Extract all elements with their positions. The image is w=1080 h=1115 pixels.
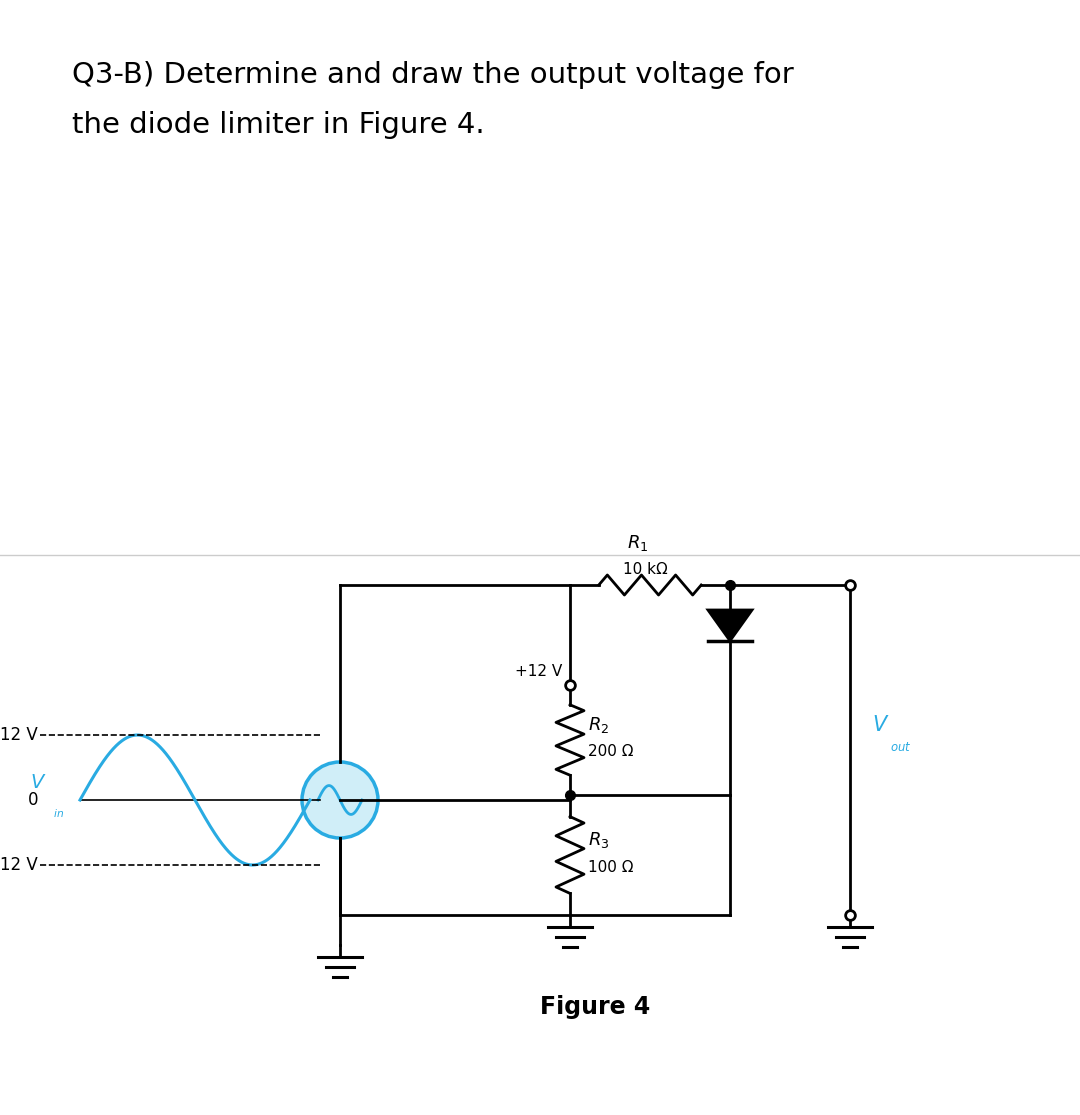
Text: $V$: $V$ xyxy=(872,715,890,735)
Text: +12 V: +12 V xyxy=(0,726,38,744)
Text: 100 Ω: 100 Ω xyxy=(588,860,634,874)
Text: 10 kΩ: 10 kΩ xyxy=(623,562,667,576)
Text: $V$: $V$ xyxy=(30,773,46,792)
Text: Figure 4: Figure 4 xyxy=(540,995,650,1019)
Text: 0: 0 xyxy=(27,791,38,809)
Text: $_{\it out}$: $_{\it out}$ xyxy=(890,736,912,754)
Text: $R_1$: $R_1$ xyxy=(627,533,649,553)
Text: $R_2$: $R_2$ xyxy=(588,715,609,735)
Text: $R_3$: $R_3$ xyxy=(588,830,609,850)
Circle shape xyxy=(302,762,378,838)
Text: the diode limiter in Figure 4.: the diode limiter in Figure 4. xyxy=(72,112,485,139)
Polygon shape xyxy=(708,610,752,641)
Text: Q3-B) Determine and draw the output voltage for: Q3-B) Determine and draw the output volt… xyxy=(72,61,794,89)
Text: −12 V: −12 V xyxy=(0,856,38,874)
Text: 200 Ω: 200 Ω xyxy=(588,745,634,759)
Text: $_{in}$: $_{in}$ xyxy=(53,805,64,820)
Text: +12 V: +12 V xyxy=(515,663,563,679)
